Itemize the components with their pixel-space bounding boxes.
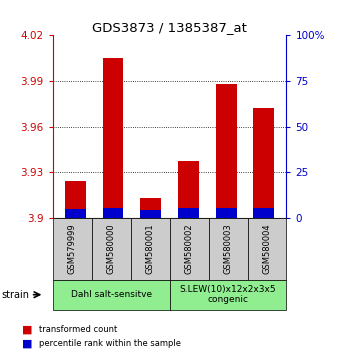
Text: strain: strain xyxy=(2,290,30,300)
Text: GSM580000: GSM580000 xyxy=(107,223,116,274)
Bar xyxy=(178,161,199,218)
Bar xyxy=(216,84,237,218)
Bar xyxy=(103,208,123,218)
Text: percentile rank within the sample: percentile rank within the sample xyxy=(39,339,181,348)
Text: GSM580003: GSM580003 xyxy=(224,223,233,274)
Text: transformed count: transformed count xyxy=(39,325,117,334)
Bar xyxy=(178,208,199,218)
Bar xyxy=(140,198,161,218)
Title: GDS3873 / 1385387_at: GDS3873 / 1385387_at xyxy=(92,21,247,34)
Bar xyxy=(65,181,86,218)
Text: ■: ■ xyxy=(22,324,33,334)
Bar xyxy=(216,208,237,218)
Text: GSM580001: GSM580001 xyxy=(146,223,155,274)
Bar xyxy=(103,58,123,218)
Bar xyxy=(65,209,86,218)
Bar xyxy=(253,108,274,218)
Text: GSM580002: GSM580002 xyxy=(184,223,194,274)
Text: GSM580004: GSM580004 xyxy=(263,223,271,274)
Text: S.LEW(10)x12x2x3x5
congenic: S.LEW(10)x12x2x3x5 congenic xyxy=(180,285,276,304)
Bar xyxy=(253,208,274,218)
Text: ■: ■ xyxy=(22,338,33,348)
Bar xyxy=(140,210,161,218)
Text: Dahl salt-sensitve: Dahl salt-sensitve xyxy=(71,290,152,299)
Text: GSM579999: GSM579999 xyxy=(68,223,77,274)
